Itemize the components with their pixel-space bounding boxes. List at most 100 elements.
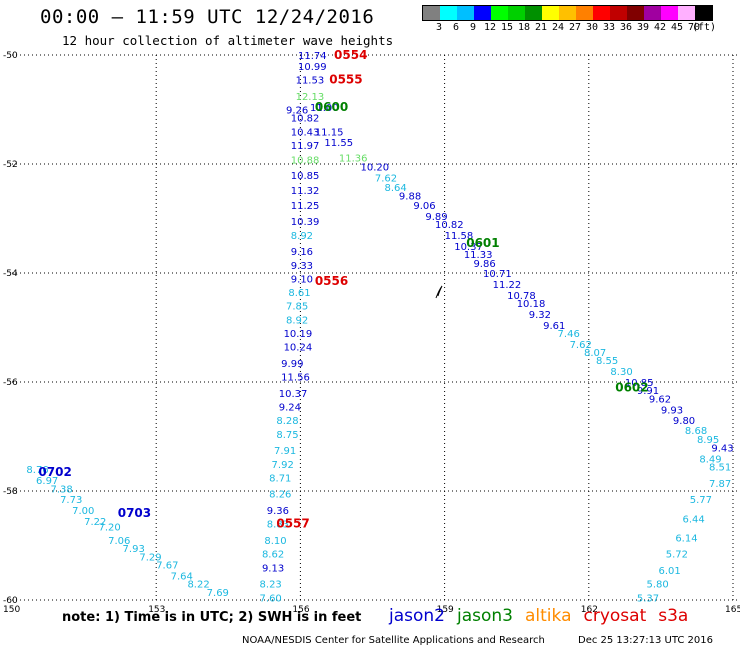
wave-height-value: 9.33 [291,261,313,272]
wave-height-value: 8.30 [610,367,632,378]
wave-height-value: 9.91 [637,386,659,397]
wave-height-value: 10.19 [284,329,313,340]
colorbar-tick-label: 27 [568,22,582,33]
wave-height-value: 9.06 [413,201,435,212]
latitude-label: -60 [3,596,18,606]
wave-height-value: 7.29 [139,552,161,563]
colorbar-tick-label: 15 [500,22,514,33]
colorbar-tick-label: 12 [483,22,497,33]
legend-altika: altika [525,606,572,626]
colorbar-swatch [610,6,627,20]
wave-height-value: 11.00 [310,103,339,114]
wave-height-value: 10.82 [291,114,320,125]
colorbar-tick-label: 18 [517,22,531,33]
legend-jason3: jason3 [457,606,513,626]
wave-height-value: 9.93 [661,405,683,416]
wave-height-value: 11.74 [298,51,327,62]
wave-height-value: 5.77 [690,495,712,506]
legend-jason2: jason2 [389,606,445,626]
wave-height-value: 10.39 [291,217,320,228]
track-time-label: 0556 [315,274,348,288]
longitude-label: 165 [725,605,740,615]
wave-height-value: 8.92 [286,315,308,326]
colorbar-swatch [678,6,695,20]
track-time-label: 0555 [329,73,362,87]
colorbar-tick-label: 30 [585,22,599,33]
wave-height-value: 11.36 [339,153,368,164]
colorbar-tick-label: 39 [636,22,650,33]
colorbar-unit: (ft) [691,22,717,33]
wave-height-value: 6.44 [683,514,705,525]
wave-height-value: 10.88 [291,156,320,167]
wave-height-value: 9.32 [529,310,551,321]
colorbar-swatch [559,6,576,20]
wave-height-value: 10.82 [435,220,464,231]
wave-height-value: 8.64 [385,183,407,194]
colorbar-tick-label: 70 [687,22,701,33]
wave-height-value: 5.80 [646,580,668,591]
latitude-label: -50 [3,51,18,61]
wave-height-value: 9.89 [425,212,447,223]
colorbar-swatch [576,6,593,20]
wave-height-value: 10.43 [291,127,320,138]
wave-height-value: 8.71 [269,473,291,484]
wave-height-value: 6.14 [675,533,697,544]
longitude-label: 159 [437,605,454,615]
wave-height-value: 8.26 [269,490,291,501]
page-subtitle: 12 hour collection of altimeter wave hei… [62,33,394,48]
wave-height-value: 5.37 [637,593,659,604]
wave-height-value: 9.88 [399,192,421,203]
wave-height-value: 7.38 [50,484,72,495]
wave-height-value: 11.22 [493,280,522,291]
wave-height-value: 10.78 [507,291,536,302]
wave-height-value: 7.93 [123,544,145,555]
wave-height-value: 10.99 [298,62,327,73]
track-time-labels: 0554 0555 0600 0601 0556 0602 0702 0557 0703 [38,48,648,531]
track-time-label: 0601 [466,236,499,250]
map-grid [12,54,740,601]
wave-height-value: 8.55 [596,356,618,367]
colorbar-swatch [491,6,508,20]
wave-height-value: 10.20 [360,163,389,174]
wave-height-value: 7.60 [260,593,282,604]
legend-s3a: s3a [658,606,689,626]
colorbar-tick-label: 9 [469,22,477,33]
wave-height-value: 11.32 [291,186,320,197]
colorbar-swatch [440,6,457,20]
longitude-label: 156 [292,605,309,615]
colorbar-tick-label: 42 [653,22,667,33]
latitude-label: -52 [3,160,18,170]
island-outline [435,285,443,299]
wave-height-value: 9.43 [711,443,733,454]
latitude-label: -54 [3,269,18,279]
colorbar-tick-label: 36 [619,22,633,33]
colorbar-tick-label: 21 [534,22,548,33]
wave-height-value: 10.37 [454,242,483,253]
wave-height-value: 8.28 [276,416,298,427]
wave-height-value: 8.61 [288,288,310,299]
colorbar-tick-label: 6 [452,22,460,33]
wave-height-value: 9.13 [262,563,284,574]
footer-credit: NOAA/NESDIS Center for Satellite Applica… [242,635,545,646]
wave-height-value: 12.13 [296,92,325,103]
wave-height-value: 10.37 [279,389,308,400]
wave-height-value: 7.00 [72,506,94,517]
wave-height-value: 7.87 [709,479,731,490]
longitude-label: 153 [148,605,165,615]
wave-height-value: 11.58 [445,231,474,242]
wave-height-value: 7.67 [156,561,178,572]
wave-height-value: 11.15 [315,127,344,138]
wave-height-value: 8.51 [709,462,731,473]
colorbar-swatch [644,6,661,20]
track-time-label: 0600 [315,100,348,114]
wave-height-value: 7.91 [274,446,296,457]
legend-cryosat: cryosat [583,606,647,626]
wave-height-value: 11.56 [281,373,310,384]
wave-height-value: 5.72 [666,550,688,561]
wave-height-value: 7.85 [286,302,308,313]
wave-height-value: 10.85 [291,171,320,182]
wave-height-value: 8.75 [276,430,298,441]
wave-height-value: 7.69 [207,588,229,599]
colorbar-swatch [457,6,474,20]
